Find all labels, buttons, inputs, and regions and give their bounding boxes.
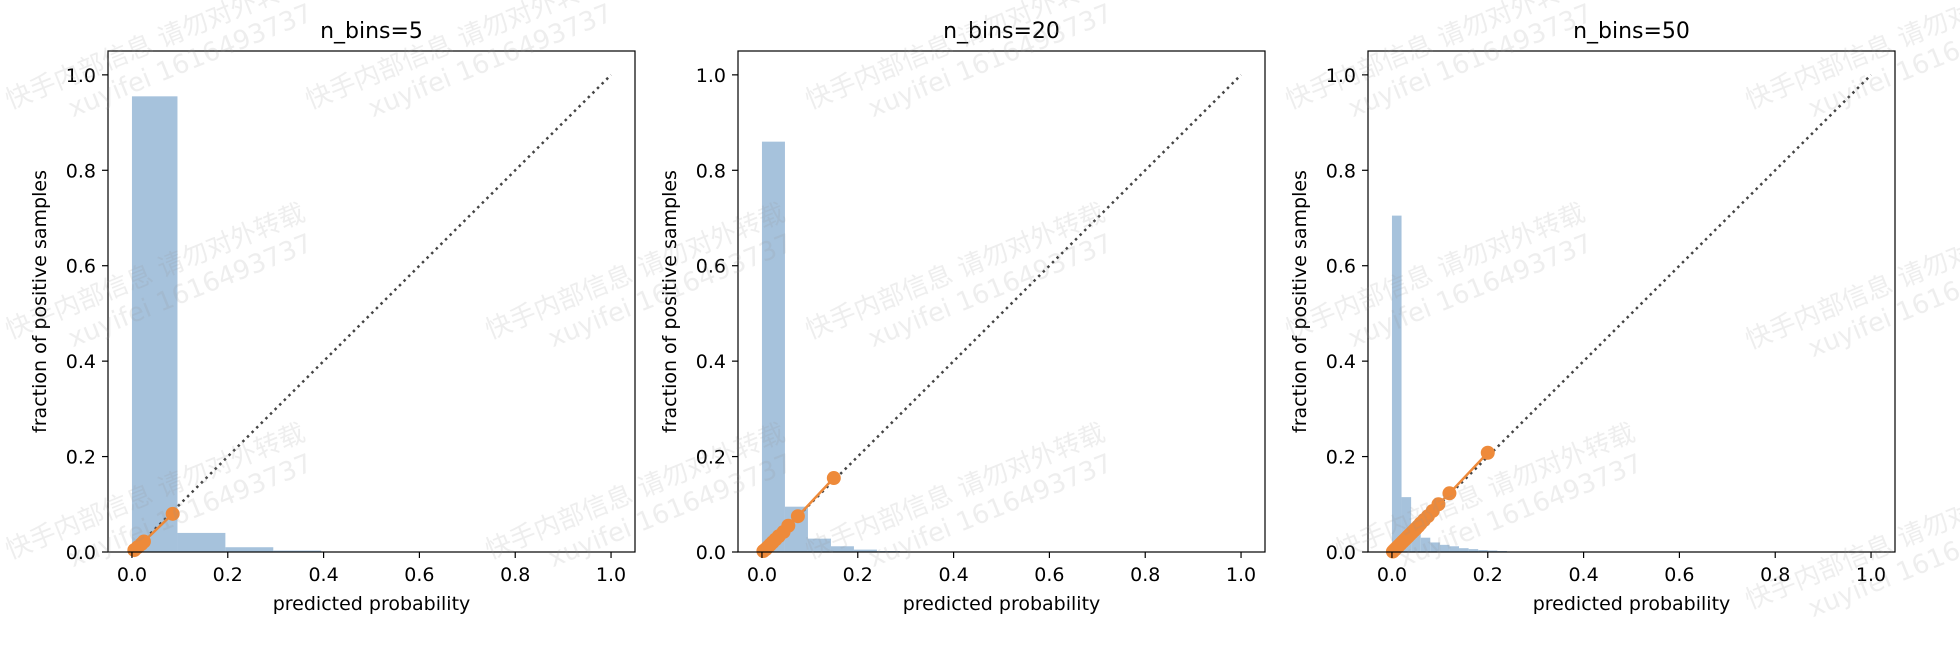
x-tick-label: 0.0 xyxy=(1377,564,1407,586)
y-axis-label: fraction of positive samples xyxy=(1289,170,1311,433)
axes-frame xyxy=(1367,50,1896,553)
y-tick-label: 0.0 xyxy=(66,542,96,564)
y-tick-label: 1.0 xyxy=(1326,65,1356,87)
histogram-bar xyxy=(761,141,785,552)
x-tick-label: 0.6 xyxy=(1034,564,1064,586)
calibration-point xyxy=(1480,445,1495,460)
x-axis-label: predicted probability xyxy=(1533,593,1731,615)
y-tick-label: 0.6 xyxy=(696,256,726,278)
histogram-bar xyxy=(131,96,178,552)
calibration-point xyxy=(136,534,151,549)
y-tick-label: 0.0 xyxy=(1326,542,1356,564)
y-tick-label: 0.0 xyxy=(696,542,726,564)
chart-title: n_bins=20 xyxy=(943,19,1060,44)
y-tick-label: 0.8 xyxy=(1326,160,1356,182)
y-tick-label: 0.2 xyxy=(66,447,96,469)
histogram-bar xyxy=(807,538,831,552)
y-tick-label: 0.2 xyxy=(696,447,726,469)
histogram-bar xyxy=(1391,215,1402,552)
histogram-bar xyxy=(1430,542,1440,552)
y-tick-label: 0.8 xyxy=(696,160,726,182)
histogram-bar xyxy=(273,550,322,552)
histogram-bar xyxy=(1449,546,1460,552)
x-tick-label: 0.8 xyxy=(1130,564,1160,586)
x-tick-label: 1.0 xyxy=(1226,564,1256,586)
y-tick-label: 0.4 xyxy=(66,351,96,373)
x-tick-label: 0.4 xyxy=(1568,564,1598,586)
y-tick-label: 1.0 xyxy=(696,65,726,87)
chart-title: n_bins=50 xyxy=(1573,19,1690,44)
y-tick-label: 0.2 xyxy=(1326,447,1356,469)
x-tick-label: 0.2 xyxy=(843,564,873,586)
axes-frame xyxy=(107,50,636,553)
x-tick-label: 0.6 xyxy=(1664,564,1694,586)
calibration-point xyxy=(1442,486,1457,501)
calibration-point xyxy=(781,518,796,533)
x-tick-label: 0.4 xyxy=(308,564,338,586)
histogram-bar xyxy=(1411,528,1421,552)
x-tick-label: 0.4 xyxy=(938,564,968,586)
histogram-bar xyxy=(853,549,877,552)
x-axis-label: predicted probability xyxy=(273,593,471,615)
calibration-point xyxy=(165,506,180,521)
histogram-bar xyxy=(1459,548,1469,552)
x-tick-label: 0.6 xyxy=(404,564,434,586)
histogram-bar xyxy=(1478,550,1488,552)
perfect-calibration-line xyxy=(761,73,1242,553)
y-tick-label: 0.4 xyxy=(696,351,726,373)
histogram-bar xyxy=(830,546,854,552)
x-tick-label: 1.0 xyxy=(596,564,626,586)
axes-frame xyxy=(737,50,1266,553)
perfect-calibration-line xyxy=(131,73,612,553)
calibration-point xyxy=(826,471,841,486)
y-tick-label: 0.6 xyxy=(66,256,96,278)
plot-panel-2: 0.0 0.2 0.4 0.6 0.8 1.0 0.0 0.2 0.4 0.6 0.8 1.0 n_bi… xyxy=(659,19,1266,615)
histogram-bar xyxy=(1420,537,1431,552)
y-tick-label: 1.0 xyxy=(66,65,96,87)
histogram-bar xyxy=(1487,550,1498,552)
y-axis-label: fraction of positive samples xyxy=(659,170,681,433)
calibration-point xyxy=(1431,497,1446,512)
x-axis-label: predicted probability xyxy=(903,593,1101,615)
y-tick-label: 0.8 xyxy=(66,160,96,182)
histogram-bar xyxy=(177,532,226,552)
histogram-bar xyxy=(225,547,274,552)
x-tick-label: 0.2 xyxy=(213,564,243,586)
histogram-bar xyxy=(1468,549,1479,552)
plot-panel-1: 0.0 0.2 0.4 0.6 0.8 1.0 0.0 0.2 0.4 0.6 0.8 1.0 n_bi… xyxy=(29,19,636,615)
x-tick-label: 0.0 xyxy=(747,564,777,586)
histogram-bar xyxy=(1439,544,1450,552)
y-tick-label: 0.4 xyxy=(1326,351,1356,373)
chart-title: n_bins=5 xyxy=(320,19,423,44)
plot-panel-3: 0.0 0.2 0.4 0.6 0.8 1.0 0.0 0.2 0.4 0.6 0.8 1.0 n_bi… xyxy=(1289,19,1896,615)
histogram-bar xyxy=(1401,497,1412,552)
x-tick-label: 1.0 xyxy=(1856,564,1886,586)
x-tick-label: 0.8 xyxy=(1760,564,1790,586)
x-tick-label: 0.0 xyxy=(117,564,147,586)
perfect-calibration-line xyxy=(1391,73,1872,553)
x-tick-label: 0.2 xyxy=(1473,564,1503,586)
y-tick-label: 0.6 xyxy=(1326,256,1356,278)
x-tick-label: 0.8 xyxy=(500,564,530,586)
y-axis-label: fraction of positive samples xyxy=(29,170,51,433)
calibration-point xyxy=(790,509,805,524)
